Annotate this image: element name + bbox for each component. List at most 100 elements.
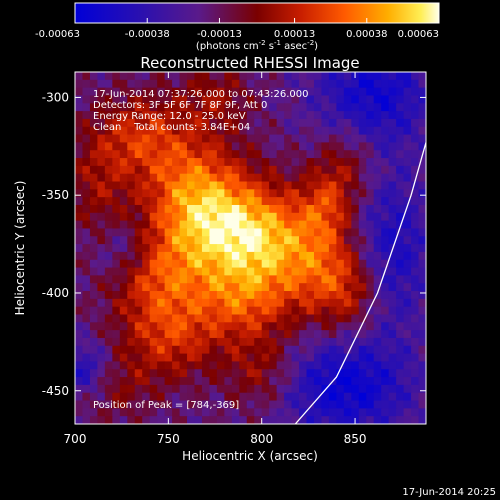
heatmap-cell: [157, 79, 166, 89]
heatmap-cell: [82, 142, 91, 151]
heatmap-cell: [328, 306, 337, 316]
heatmap-cell: [216, 173, 225, 183]
heatmap-cell: [336, 197, 345, 206]
heatmap-cell: [239, 416, 248, 424]
heatmap-cell: [142, 408, 151, 417]
heatmap-cell: [142, 298, 151, 308]
heatmap-cell: [343, 400, 352, 409]
heatmap-cell: [381, 95, 390, 104]
heatmap-cell: [276, 228, 285, 237]
annotation-method: Clean Total counts: 3.84E+04: [93, 122, 250, 133]
heatmap-cell: [336, 79, 345, 89]
heatmap-cell: [75, 283, 84, 292]
heatmap-cell: [172, 220, 181, 230]
heatmap-cell: [396, 189, 405, 198]
heatmap-cell: [201, 220, 211, 230]
heatmap-cell: [306, 72, 315, 81]
heatmap-cell: [396, 377, 405, 386]
heatmap-cell: [239, 103, 248, 112]
heatmap-cell: [313, 322, 323, 331]
heatmap-cell: [269, 158, 278, 167]
heatmap-cell: [142, 134, 151, 143]
heatmap-cell: [224, 126, 233, 136]
heatmap-cell: [254, 212, 263, 222]
heatmap-cell: [127, 306, 136, 316]
heatmap-cell: [82, 377, 91, 386]
heatmap-cell: [373, 283, 382, 292]
heatmap-cell: [254, 236, 263, 245]
heatmap-cell: [97, 103, 106, 112]
heatmap-cell: [299, 197, 308, 206]
heatmap-cell: [112, 228, 121, 237]
heatmap-cell: [276, 330, 285, 339]
heatmap-cell: [306, 220, 315, 230]
heatmap-cell: [418, 377, 426, 386]
heatmap-cell: [119, 353, 128, 363]
heatmap-cell: [89, 95, 99, 104]
heatmap-cell: [112, 212, 121, 222]
heatmap-cell: [381, 298, 390, 308]
heatmap-cell: [149, 322, 158, 331]
heatmap-cell: [157, 377, 166, 386]
heatmap-cell: [224, 314, 233, 323]
heatmap-cell: [396, 126, 405, 136]
heatmap-cell: [328, 173, 337, 183]
heatmap-cell: [172, 72, 181, 81]
heatmap-cell: [388, 275, 397, 284]
heatmap-cell: [336, 150, 345, 159]
heatmap-cell: [134, 103, 143, 112]
heatmap-cell: [97, 275, 106, 284]
heatmap-cell: [82, 306, 91, 316]
heatmap-cell: [373, 150, 382, 159]
heatmap-cell: [142, 337, 151, 347]
heatmap-cell: [351, 197, 360, 206]
heatmap-cell: [336, 283, 345, 292]
heatmap-cell: [328, 267, 337, 276]
heatmap-cell: [321, 197, 330, 206]
heatmap-cell: [351, 298, 360, 308]
heatmap-cell: [396, 212, 405, 222]
heatmap-cell: [351, 103, 360, 112]
heatmap-cell: [284, 181, 293, 190]
heatmap-cell: [269, 337, 278, 347]
heatmap-cell: [231, 95, 240, 104]
heatmap-cell: [269, 345, 278, 355]
heatmap-cell: [291, 314, 300, 323]
heatmap-cell: [172, 369, 181, 378]
heatmap-cell: [284, 322, 293, 331]
heatmap-cell: [284, 72, 293, 81]
heatmap-cell: [321, 353, 330, 363]
heatmap-cell: [194, 87, 203, 97]
heatmap-cell: [411, 369, 420, 378]
heatmap-cell: [246, 103, 255, 112]
heatmap-cell: [261, 165, 270, 175]
heatmap-cell: [343, 259, 352, 269]
heatmap-cell: [366, 384, 375, 394]
heatmap-cell: [97, 126, 106, 136]
heatmap-cell: [104, 330, 113, 339]
heatmap-cell: [328, 103, 337, 112]
heatmap-cell: [194, 251, 203, 261]
heatmap-cell: [388, 197, 397, 206]
heatmap-cell: [179, 173, 188, 183]
heatmap-cell: [321, 322, 330, 331]
heatmap-cell: [112, 87, 121, 97]
heatmap-cell: [112, 400, 121, 409]
heatmap-cell: [261, 111, 270, 120]
heatmap-cell: [104, 79, 113, 89]
heatmap-cell: [336, 118, 345, 128]
heatmap-cell: [328, 236, 337, 245]
heatmap-cell: [172, 126, 181, 136]
heatmap-cell: [403, 314, 412, 323]
heatmap-cell: [231, 134, 240, 143]
heatmap-cell: [201, 298, 211, 308]
heatmap-cell: [381, 204, 390, 214]
heatmap-cell: [269, 330, 278, 339]
heatmap-cell: [396, 111, 405, 120]
heatmap-cell: [104, 384, 113, 394]
heatmap-cell: [306, 244, 315, 253]
heatmap-cell: [388, 251, 397, 261]
heatmap-cell: [373, 306, 382, 316]
heatmap-cell: [119, 173, 128, 183]
